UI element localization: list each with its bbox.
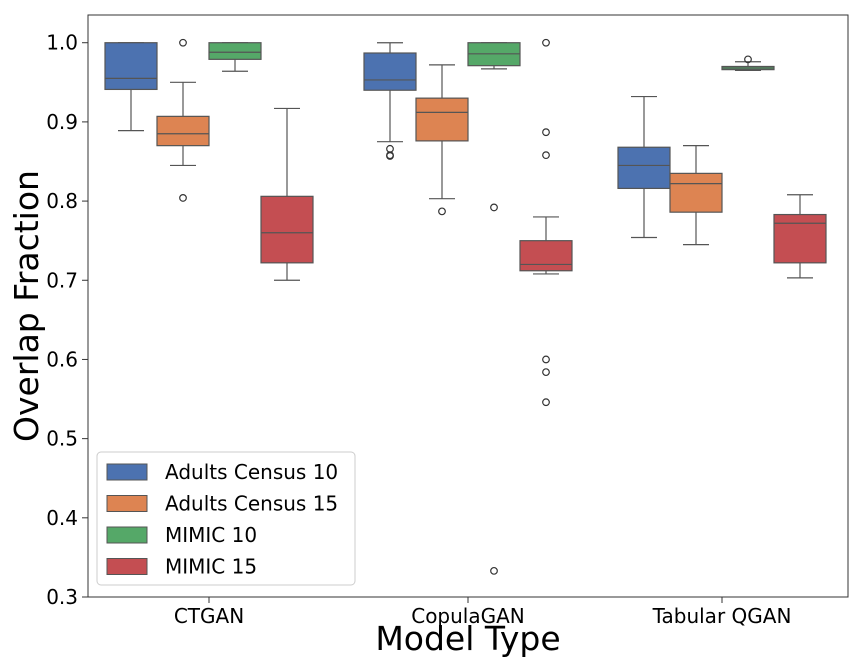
box-group [773, 194, 827, 279]
box-rect [208, 42, 262, 60]
box-series [104, 38, 827, 575]
y-axis: 0.3 0.4 0.5 0.6 0.7 0.8 0.9 1.0 [46, 31, 88, 609]
legend: Adults Census 10 Adults Census 15 MIMIC 10… [96, 451, 356, 586]
box-rect [773, 213, 827, 264]
legend-frame [96, 451, 356, 586]
x-tick-label: CopulaGAN [411, 604, 525, 628]
box-group [156, 38, 210, 202]
outlier-point [744, 55, 752, 64]
box-rect [104, 42, 158, 91]
box-group [467, 42, 521, 575]
box-rect [669, 172, 723, 213]
y-tick-label: 0.6 [46, 347, 78, 371]
legend-swatch [106, 558, 148, 575]
outlier-point [542, 398, 550, 407]
box-rect [415, 97, 469, 142]
box-group [104, 42, 158, 132]
outlier-point [386, 152, 394, 160]
legend-label: MIMIC 15 [165, 555, 257, 579]
outlier-point [490, 203, 498, 212]
legend-swatch [106, 495, 148, 512]
y-tick-label: 1.0 [46, 31, 78, 55]
legend-label: Adults Census 15 [165, 492, 338, 516]
box-rect [519, 240, 573, 272]
outlier-point [179, 194, 187, 202]
y-axis-title: Overlap Fraction [7, 170, 46, 442]
y-tick-label: 0.7 [46, 268, 78, 292]
legend-label: Adults Census 10 [165, 460, 338, 484]
box-rect [156, 115, 210, 147]
box-rect [617, 146, 671, 190]
y-tick-label: 0.9 [46, 110, 78, 134]
outlier-point [542, 151, 550, 160]
x-tick-label: CTGAN [174, 604, 244, 628]
legend-label: MIMIC 10 [165, 523, 257, 547]
box-group [208, 42, 262, 72]
box-group [415, 64, 469, 216]
outlier-point [542, 368, 550, 377]
outlier-point [438, 207, 446, 216]
box-group [260, 107, 314, 281]
y-tick-label: 0.5 [46, 427, 78, 451]
box-rect [363, 52, 417, 91]
outlier-point [490, 566, 498, 575]
legend-swatch [106, 463, 148, 481]
box-group [617, 95, 671, 239]
x-axis: CTGAN CopulaGAN Tabular QGAN [174, 597, 792, 628]
y-tick-label: 0.4 [46, 506, 78, 530]
outlier-point [179, 38, 187, 47]
box-group [363, 42, 417, 160]
x-axis-title: Model Type [375, 619, 560, 658]
box-group [519, 38, 573, 407]
outlier-point [542, 355, 550, 364]
x-tick-label: Tabular QGAN [652, 604, 792, 628]
box-group [669, 145, 723, 246]
y-tick-label: 0.8 [46, 189, 78, 213]
legend-swatch [106, 526, 148, 544]
outlier-point [542, 38, 550, 47]
y-tick-label: 0.3 [46, 585, 78, 609]
box-rect [260, 195, 314, 264]
box-group [721, 55, 775, 72]
outlier-point [542, 128, 550, 137]
